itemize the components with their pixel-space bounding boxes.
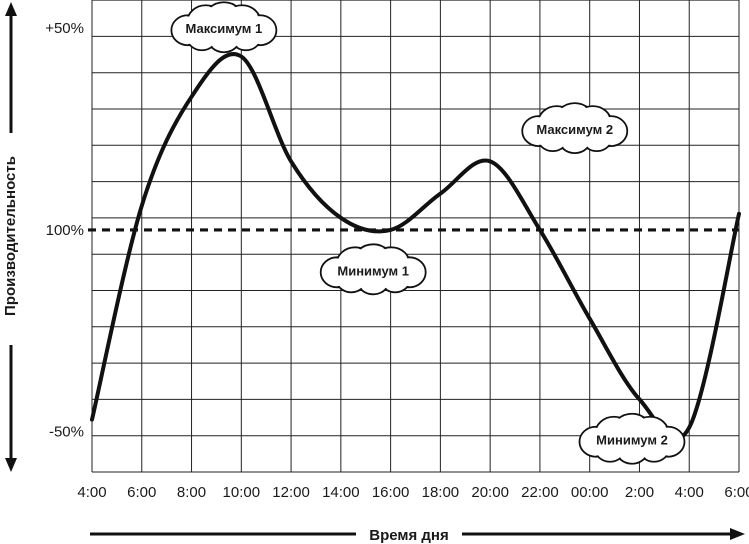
x-tick-label: 22:00 xyxy=(521,484,559,501)
series-layer xyxy=(90,52,741,441)
cloud-center xyxy=(181,18,266,39)
annotation-cloud: Минимум 2 xyxy=(578,412,686,465)
cloud-center xyxy=(532,119,617,140)
annotation-cloud: Максимум 1 xyxy=(170,1,278,54)
x-arrowhead-right xyxy=(730,528,745,540)
x-tick-label: 4:00 xyxy=(675,484,704,501)
axis-arrows xyxy=(5,2,745,540)
y-tick-label: 100% xyxy=(46,222,84,239)
x-axis-title: Время дня xyxy=(369,527,449,544)
annotation-clouds: Максимум 1 Максимум 2 Минимум 1 Минимум 2 xyxy=(170,1,686,465)
y-arrowhead-down xyxy=(5,458,17,472)
annotation-cloud: Минимум 1 xyxy=(319,243,427,296)
x-tick-label: 2:00 xyxy=(625,484,654,501)
annotation-label: Минимум 2 xyxy=(596,433,668,448)
x-tick-label: 00:00 xyxy=(571,484,609,501)
cloud-center xyxy=(589,429,674,450)
x-tick-label: 12:00 xyxy=(272,484,310,501)
x-tick-label: 16:00 xyxy=(372,484,410,501)
annotation-cloud: Максимум 2 xyxy=(521,102,629,154)
y-axis-title: Производительность xyxy=(2,156,19,316)
x-tick-label: 20:00 xyxy=(471,484,509,501)
y-tick-labels: +50% 100% -50% xyxy=(45,20,84,440)
annotation-label: Минимум 1 xyxy=(337,263,409,278)
x-tick-label: 18:00 xyxy=(422,484,460,501)
cloud-center xyxy=(331,260,416,281)
x-tick-label: 6:00 xyxy=(127,484,156,501)
x-tick-labels: 4:00 6:00 8:00 10:00 12:00 14:00 16:00 18:00 20:… xyxy=(77,484,749,501)
y-tick-label: +50% xyxy=(45,20,84,37)
y-tick-label: -50% xyxy=(49,424,84,441)
annotation-label: Максимум 1 xyxy=(186,21,263,36)
x-tick-label: 10:00 xyxy=(223,484,261,501)
x-tick-label: 14:00 xyxy=(322,484,360,501)
x-tick-label: 6:00 xyxy=(724,484,749,501)
annotation-label: Максимум 2 xyxy=(536,122,613,137)
x-tick-label: 8:00 xyxy=(177,484,206,501)
productivity-curve xyxy=(90,52,741,441)
x-tick-label: 4:00 xyxy=(77,484,106,501)
grid xyxy=(91,0,740,473)
y-arrowhead-up xyxy=(5,2,17,16)
